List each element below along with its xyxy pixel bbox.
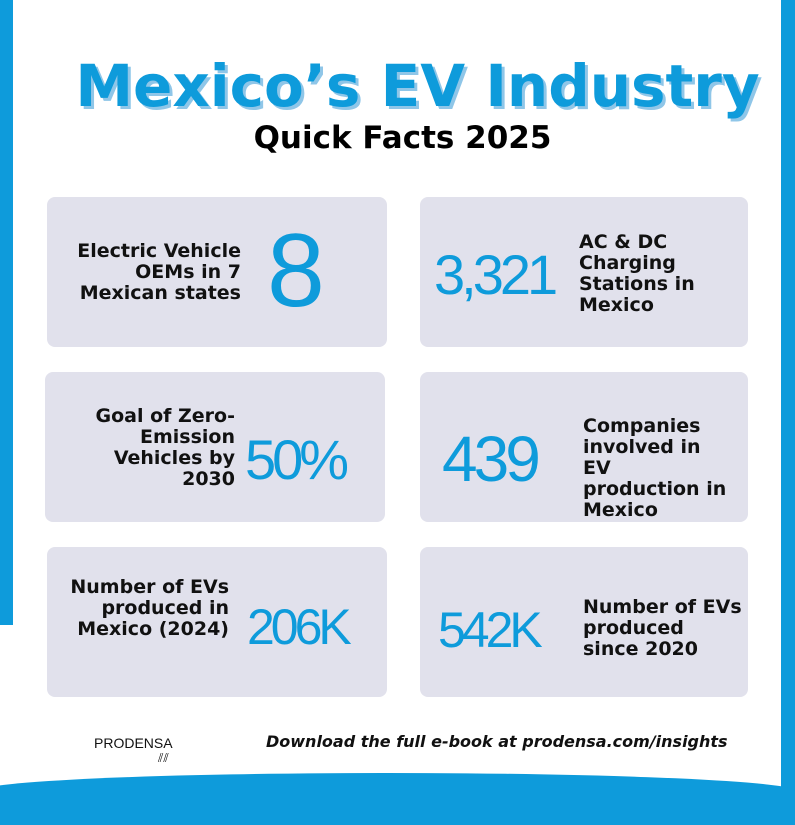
page-subtitle: Quick Facts 2025 [253,120,552,156]
fact-value: 439 [442,423,541,495]
fact-card-charging: 3,321 AC & DC Charging Stations in Mexic… [420,197,748,347]
fact-value: 542K [438,602,543,658]
logo-stripes-icon: ⫽⫽ [158,751,169,765]
fact-label: Number of EVs produced since 2020 [583,596,742,660]
fact-card-zero-emission: Goal of Zero-Emission Vehicles by 2030 5… [45,372,385,522]
fact-value: 50% [245,428,349,491]
fact-label: Electric Vehicle OEMs in 7 Mexican state… [77,240,241,304]
fact-card-companies: 439 Companies involved in EV production … [420,372,748,522]
fact-value: 8 [267,213,325,329]
right-accent-bar [781,0,795,795]
fact-label: AC & DC Charging Stations in Mexico [579,231,695,316]
fact-label: Goal of Zero-Emission Vehicles by 2030 [95,405,235,490]
fact-card-oems: Electric Vehicle OEMs in 7 Mexican state… [47,197,387,347]
download-cta[interactable]: Download the full e-book at prodensa.com… [266,732,728,751]
fact-label: Number of EVs produced in Mexico (2024) [70,576,229,640]
prodensa-logo: PRODENSA [94,735,173,751]
left-accent-bar [0,0,13,625]
fact-card-produced-since-2020: 542K Number of EVs produced since 2020 [420,547,748,697]
page-title: Mexico’s EV Industry [75,52,760,120]
fact-card-produced-2024: Number of EVs produced in Mexico (2024) … [47,547,387,697]
fact-value: 206K [247,599,352,655]
fact-label: Companies involved in EV production in M… [583,415,727,521]
fact-value: 3,321 [434,243,558,306]
bottom-accent-band [0,773,795,825]
